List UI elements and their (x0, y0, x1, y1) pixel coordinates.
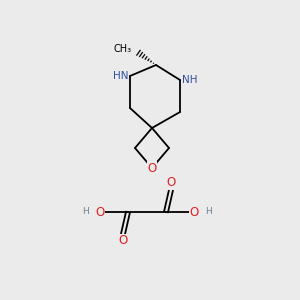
Text: H: H (82, 207, 89, 216)
Text: O: O (147, 161, 157, 175)
Text: CH₃: CH₃ (114, 44, 132, 54)
Text: HN: HN (112, 71, 128, 81)
Text: O: O (118, 235, 127, 248)
Text: O: O (167, 176, 176, 190)
Text: NH: NH (182, 75, 197, 85)
Text: O: O (95, 206, 105, 218)
Text: O: O (189, 206, 199, 218)
Text: H: H (205, 207, 212, 216)
